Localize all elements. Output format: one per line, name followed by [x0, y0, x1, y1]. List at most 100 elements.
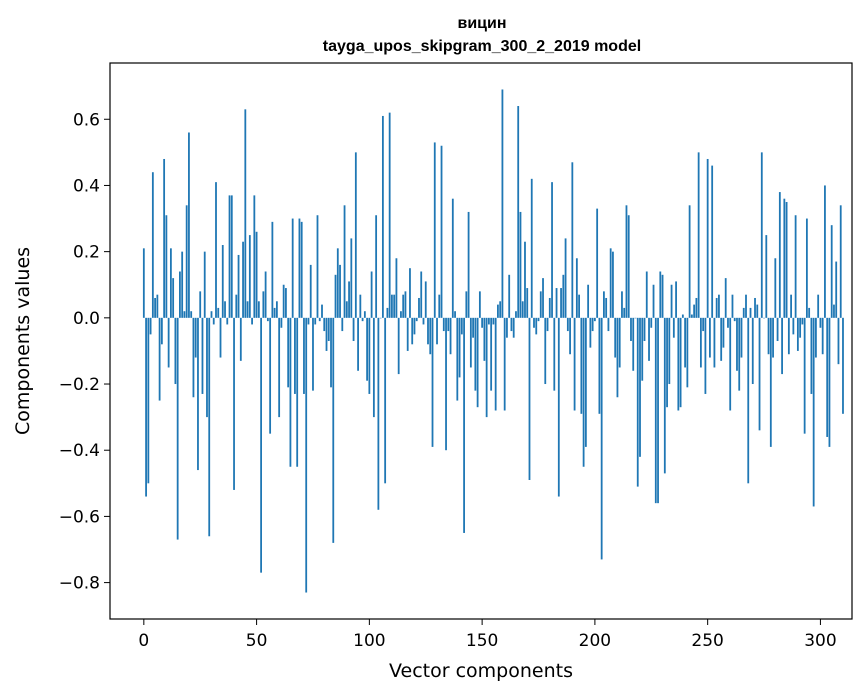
y-tick-label: 0.4 — [73, 176, 100, 196]
bar — [609, 248, 612, 318]
bar — [751, 317, 754, 385]
bar — [593, 317, 596, 322]
bar — [174, 317, 177, 385]
bar — [330, 317, 332, 388]
bar — [149, 317, 152, 335]
bar — [454, 311, 456, 318]
bar — [817, 294, 820, 318]
bar — [533, 317, 535, 328]
bar — [598, 317, 601, 414]
bar — [530, 178, 533, 318]
bar — [740, 317, 743, 358]
bar — [309, 264, 312, 318]
bar — [627, 215, 630, 318]
bar — [183, 311, 186, 318]
bar — [634, 317, 637, 319]
bar — [648, 317, 650, 361]
bar — [447, 317, 450, 332]
bar — [289, 317, 292, 467]
bar — [400, 311, 402, 318]
bar — [607, 317, 610, 332]
x-axis-label: Vector components — [389, 660, 573, 682]
bar — [163, 158, 166, 318]
bar — [603, 291, 605, 318]
bar — [747, 317, 750, 484]
bar — [636, 317, 639, 487]
y-tick-label: −0.6 — [59, 507, 100, 527]
bar — [781, 317, 783, 375]
bar — [300, 221, 303, 318]
bar — [257, 301, 260, 318]
y-axis: 0.6 0.4 0.2 0.0 −0.2 −0.4 −0.6 −0.8 — [59, 110, 110, 594]
bar — [681, 314, 684, 318]
bar — [449, 317, 452, 355]
bar — [675, 281, 677, 318]
bar — [582, 317, 585, 467]
bar — [709, 317, 711, 358]
bar — [242, 241, 244, 318]
bar — [427, 317, 429, 345]
bar — [713, 317, 716, 368]
bar — [508, 274, 511, 318]
bar — [487, 317, 490, 325]
bar — [282, 284, 285, 318]
bar — [501, 89, 504, 318]
bar — [271, 221, 274, 318]
bar — [575, 258, 578, 318]
bar — [215, 182, 217, 318]
bar — [478, 291, 481, 318]
bar — [506, 317, 508, 338]
bar — [361, 317, 364, 322]
bar — [325, 317, 328, 351]
bar — [334, 274, 337, 318]
bar — [778, 192, 781, 318]
bar — [436, 317, 438, 345]
bar — [296, 317, 299, 467]
bar — [264, 271, 267, 318]
bar — [273, 307, 276, 318]
bar — [672, 317, 675, 338]
bar — [587, 284, 590, 318]
bar — [512, 317, 515, 338]
bar — [474, 317, 477, 391]
bar — [467, 211, 470, 318]
bar — [160, 317, 163, 345]
bar — [246, 301, 249, 318]
bar — [167, 317, 170, 368]
bar — [303, 317, 305, 394]
bar — [228, 195, 231, 318]
bar — [278, 317, 281, 418]
bar — [661, 274, 664, 318]
bar — [201, 317, 204, 394]
bar — [510, 317, 513, 332]
bar — [767, 317, 770, 355]
bar — [618, 317, 621, 368]
bar — [521, 301, 524, 318]
y-tick-label: −0.2 — [59, 375, 100, 395]
bar — [372, 317, 375, 418]
bar — [357, 317, 359, 371]
bar — [352, 317, 355, 341]
bar — [569, 317, 571, 355]
bar — [600, 317, 603, 560]
bar — [772, 317, 774, 358]
bar — [497, 304, 499, 318]
bar — [839, 205, 842, 318]
x-tick-label: 200 — [579, 631, 611, 651]
bar — [391, 294, 393, 318]
bar — [684, 317, 686, 368]
bar — [756, 304, 759, 318]
bar — [239, 317, 242, 361]
bar — [718, 294, 720, 318]
bar — [589, 317, 592, 348]
plot-frame — [109, 62, 853, 620]
bar — [226, 317, 229, 325]
bar — [381, 115, 384, 318]
bar — [386, 307, 389, 318]
bar — [377, 317, 380, 510]
bar — [677, 317, 680, 411]
bar — [830, 225, 833, 318]
y-tick-label: 0.0 — [73, 309, 100, 329]
bar — [578, 294, 580, 318]
bar — [395, 258, 398, 318]
